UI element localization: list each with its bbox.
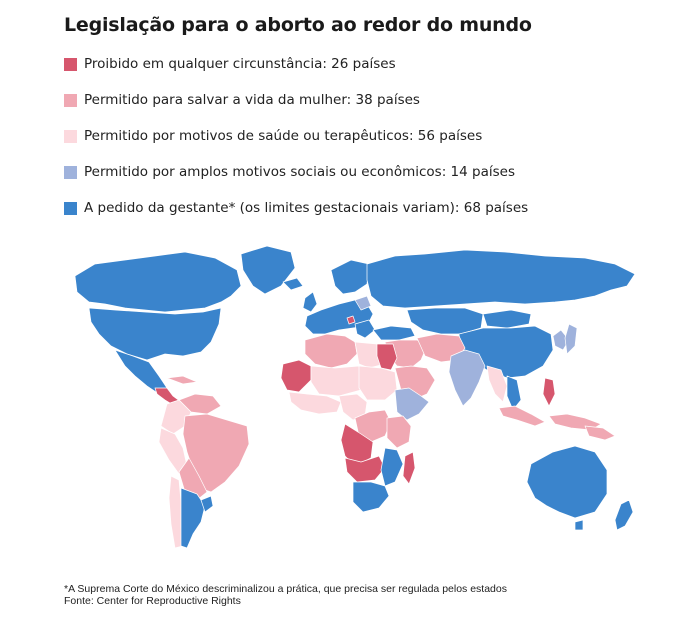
- region-japan: [564, 323, 578, 355]
- region-west-africa-coast: [288, 391, 342, 415]
- legend-swatch-on-request: [64, 201, 77, 215]
- region-papua: [584, 425, 616, 441]
- region-egypt: [376, 343, 398, 371]
- region-balkans: [354, 319, 376, 339]
- chart-title: Legislação para o aborto ao redor do mun…: [64, 14, 532, 36]
- footnote: *A Suprema Corte do México descriminaliz…: [64, 583, 507, 607]
- region-north-africa-west: [304, 333, 358, 369]
- region-poland: [354, 295, 372, 311]
- region-philippines: [542, 377, 556, 407]
- region-australia: [526, 445, 608, 519]
- region-uk-ireland: [302, 291, 318, 313]
- footnote-note: *A Suprema Corte do México descriminaliz…: [64, 583, 507, 595]
- region-mali-niger: [310, 365, 368, 397]
- region-kazakhstan-central-asia: [406, 307, 484, 335]
- region-east-africa: [386, 415, 412, 449]
- footnote-source: Fonte: Center for Reproductive Rights: [64, 595, 241, 607]
- region-ethiopia-somalia: [394, 387, 430, 421]
- region-greenland: [240, 245, 296, 295]
- region-argentina: [180, 487, 206, 549]
- world-map: [74, 245, 636, 549]
- region-turkey-caucasus: [372, 325, 416, 341]
- legend-label-save-life: Permitido para salvar a vida da mulher: …: [84, 92, 420, 108]
- legend-label-prohibited: Proibido em qualquer circunstância: 26 p…: [84, 56, 396, 72]
- region-mongolia: [482, 309, 532, 329]
- region-south-asia: [448, 349, 486, 407]
- legend-label-socioeconomic: Permitido por amplos motivos sociais ou …: [84, 164, 515, 180]
- legend-label-health: Permitido por motivos de saúde ou terapê…: [84, 128, 483, 144]
- region-uruguay: [200, 495, 214, 513]
- region-scandinavia: [330, 259, 370, 295]
- legend-item-save-life: Permitido para salvar a vida da mulher: …: [64, 90, 420, 110]
- region-sudan-chad: [358, 365, 398, 401]
- legend-label-on-request: A pedido da gestante* (os limites gestac…: [84, 200, 529, 216]
- legend-swatch-health: [64, 129, 77, 143]
- region-new-zealand: [614, 499, 634, 531]
- region-malta-andorra: [346, 315, 356, 325]
- region-mauritania-senegal: [280, 359, 312, 393]
- region-iceland: [282, 277, 304, 291]
- region-tasmania: [574, 519, 584, 531]
- region-madagascar: [402, 451, 416, 485]
- region-myanmar-thailand: [486, 365, 508, 403]
- region-angola-zambia: [344, 455, 386, 483]
- legend-item-health: Permitido por motivos de saúde ou terapê…: [64, 126, 482, 146]
- legend-swatch-socioeconomic: [64, 165, 77, 179]
- region-vietnam-laos: [506, 375, 522, 411]
- region-usa: [88, 307, 222, 361]
- legend-swatch-save-life: [64, 93, 77, 107]
- region-canada-alaska: [74, 251, 242, 313]
- legend-swatch-prohibited: [64, 57, 77, 71]
- region-mozambique: [380, 447, 404, 487]
- legend-item-prohibited: Proibido em qualquer circunstância: 26 p…: [64, 54, 396, 74]
- region-malaysia-indonesia-west: [498, 405, 546, 427]
- legend-item-socioeconomic: Permitido por amplos motivos sociais ou …: [64, 162, 515, 182]
- region-cuba: [166, 375, 198, 385]
- region-russia: [366, 249, 636, 309]
- region-southern-africa: [352, 481, 390, 513]
- legend-item-on-request: A pedido da gestante* (os limites gestac…: [64, 198, 528, 218]
- region-brazil: [182, 413, 250, 493]
